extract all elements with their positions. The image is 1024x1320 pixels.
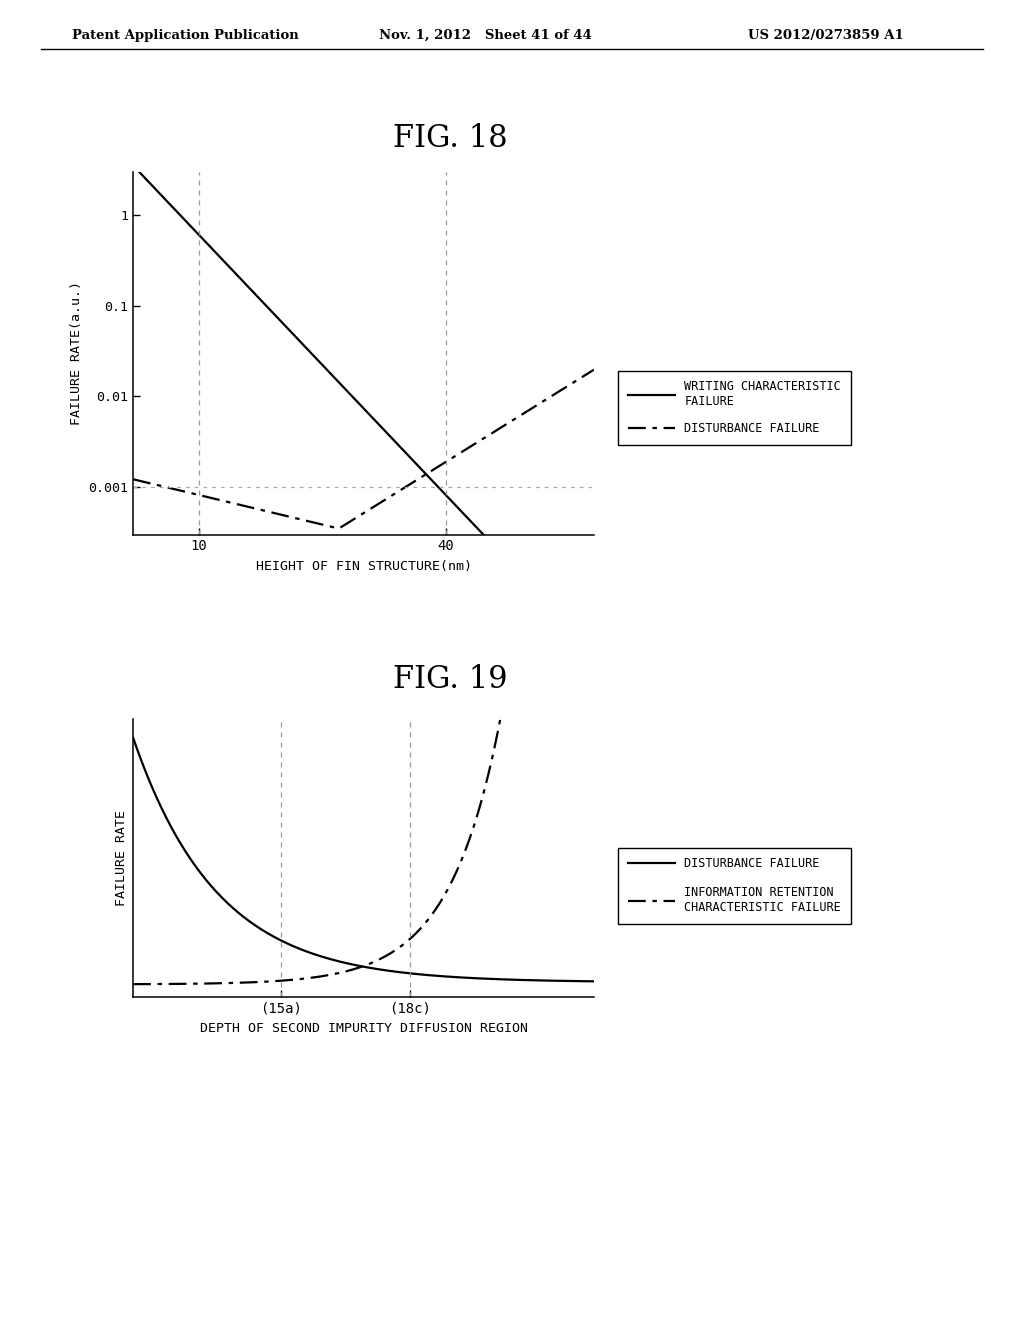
X-axis label: DEPTH OF SECOND IMPURITY DIFFUSION REGION: DEPTH OF SECOND IMPURITY DIFFUSION REGIO…: [200, 1023, 527, 1035]
Text: FIG. 19: FIG. 19: [393, 664, 508, 696]
Y-axis label: FAILURE RATE(a.u.): FAILURE RATE(a.u.): [70, 281, 83, 425]
Text: US 2012/0273859 A1: US 2012/0273859 A1: [748, 29, 903, 42]
Text: Nov. 1, 2012   Sheet 41 of 44: Nov. 1, 2012 Sheet 41 of 44: [379, 29, 592, 42]
Legend: DISTURBANCE FAILURE, INFORMATION RETENTION
CHARACTERISTIC FAILURE: DISTURBANCE FAILURE, INFORMATION RETENTI…: [618, 847, 851, 924]
X-axis label: HEIGHT OF FIN STRUCTURE(nm): HEIGHT OF FIN STRUCTURE(nm): [256, 561, 471, 573]
Legend: WRITING CHARACTERISTIC
FAILURE, DISTURBANCE FAILURE: WRITING CHARACTERISTIC FAILURE, DISTURBA…: [618, 371, 851, 445]
Text: FIG. 18: FIG. 18: [393, 123, 508, 154]
Text: Patent Application Publication: Patent Application Publication: [72, 29, 298, 42]
Y-axis label: FAILURE RATE: FAILURE RATE: [115, 810, 128, 906]
